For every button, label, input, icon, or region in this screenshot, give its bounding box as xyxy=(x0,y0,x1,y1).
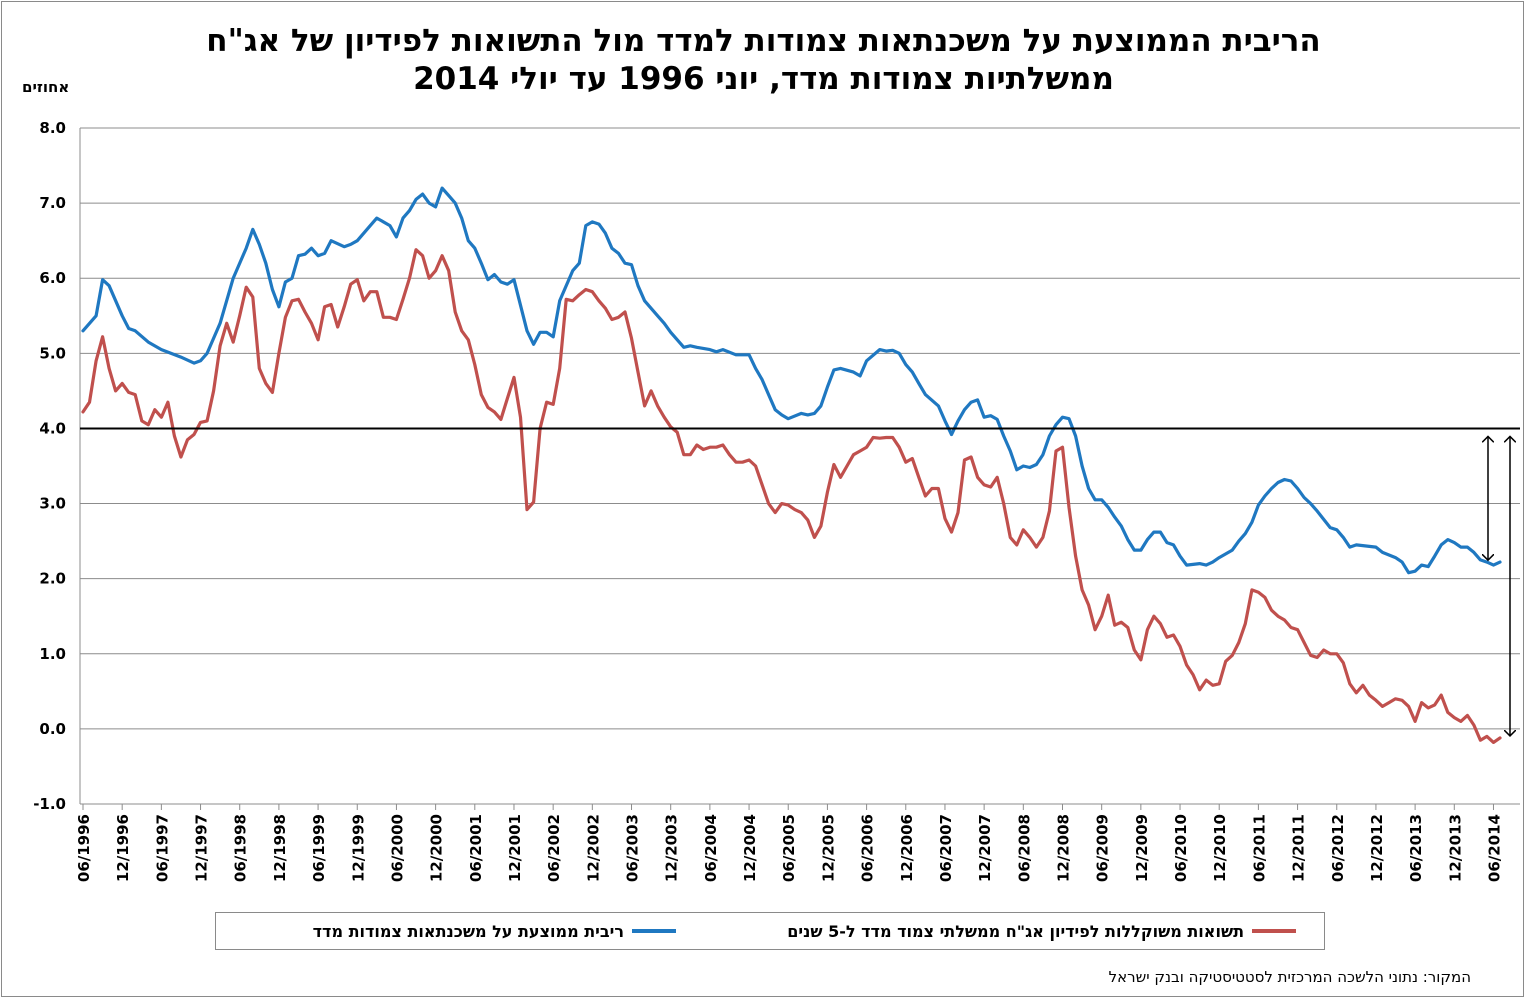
legend-label-red-series: תשואות משוקללות לפידיון אג"ח ממשלתי צמוד… xyxy=(787,921,1244,941)
legend-label-blue-series: ריבית ממוצעת על משכנתאות צמודות מדד xyxy=(312,921,624,941)
x-tick-label-26: 06/2009 xyxy=(1094,814,1112,882)
y-tick-label-8: 0.0 xyxy=(39,720,66,738)
series-line-mortgage-rate xyxy=(81,186,1502,575)
x-tick-label-5: 12/1998 xyxy=(271,814,289,882)
chart-title-line-1: הריבית הממוצעת על משכנתאות צמודות למדד מ… xyxy=(206,23,1321,59)
chart-title-line-2: ממשלתיות צמודות מדד, יוני 1996 עד יולי 2… xyxy=(413,61,1114,97)
x-tick-label-35: 12/2013 xyxy=(1446,814,1464,882)
x-tick-label-21: 12/2006 xyxy=(898,814,916,882)
x-tick-label-8: 06/2000 xyxy=(388,814,406,882)
x-tick-label-15: 12/2003 xyxy=(663,814,681,882)
y-tick-label-2: 6.0 xyxy=(39,269,66,287)
y-tick-label-0: 8.0 xyxy=(39,119,66,137)
x-tick-label-24: 06/2008 xyxy=(1015,814,1033,882)
x-tick-label-10: 06/2001 xyxy=(467,814,485,882)
y-tick-label-1: 7.0 xyxy=(39,194,66,212)
x-tick-label-32: 06/2012 xyxy=(1329,814,1347,882)
y-tick-label-4: 4.0 xyxy=(39,419,66,437)
y-tick-label-5: 3.0 xyxy=(39,495,66,513)
x-tick-label-13: 12/2002 xyxy=(584,814,602,882)
y-axis-unit-label: אחוזים xyxy=(22,78,70,96)
x-tick-label-18: 06/2005 xyxy=(780,814,798,882)
y-tick-label-6: 2.0 xyxy=(39,570,66,588)
x-tick-label-9: 12/2000 xyxy=(428,814,446,882)
x-tick-label-2: 06/1997 xyxy=(153,814,171,882)
legend-item-red-series: תשואות משוקללות לפידיון אג"ח ממשלתי צמוד… xyxy=(787,913,1304,949)
x-tick-label-36: 06/2014 xyxy=(1485,814,1503,882)
x-tick-label-16: 06/2004 xyxy=(702,814,720,882)
legend-swatch-blue xyxy=(632,929,676,933)
x-tick-label-31: 12/2011 xyxy=(1290,814,1308,882)
x-tick-label-4: 06/1998 xyxy=(232,814,250,882)
x-tick-label-25: 12/2008 xyxy=(1054,814,1072,882)
x-tick-label-7: 12/1999 xyxy=(349,814,367,882)
x-tick-label-19: 12/2005 xyxy=(819,814,837,882)
legend: תשואות משוקללות לפידיון אג"ח ממשלתי צמוד… xyxy=(215,912,1325,950)
series-line-bond-yield xyxy=(81,248,1502,744)
x-tick-label-20: 06/2006 xyxy=(859,814,877,882)
x-tick-label-33: 12/2012 xyxy=(1368,814,1386,882)
x-tick-label-6: 06/1999 xyxy=(310,814,328,882)
x-tick-label-22: 06/2007 xyxy=(937,814,955,882)
legend-item-blue-series: ריבית ממוצעת על משכנתאות צמודות מדד xyxy=(313,913,684,949)
x-tick-label-23: 12/2007 xyxy=(976,814,994,882)
source-note: המקור: נתוני הלשכה המרכזית לסטטיסטיקה וב… xyxy=(1108,968,1471,986)
x-tick-label-0: 06/1996 xyxy=(75,814,93,882)
x-tick-label-1: 12/1996 xyxy=(114,814,132,882)
y-tick-label-3: 5.0 xyxy=(39,344,66,362)
x-tick-label-29: 12/2010 xyxy=(1211,814,1229,882)
x-tick-label-14: 06/2003 xyxy=(624,814,642,882)
x-tick-label-28: 06/2010 xyxy=(1172,814,1190,882)
x-tick-label-27: 12/2009 xyxy=(1133,814,1151,882)
legend-swatch-red xyxy=(1252,929,1296,933)
x-tick-label-30: 06/2011 xyxy=(1250,814,1268,882)
x-tick-label-11: 12/2001 xyxy=(506,814,524,882)
x-tick-label-34: 06/2013 xyxy=(1407,814,1425,882)
y-tick-label-7: 1.0 xyxy=(39,645,66,663)
x-tick-label-3: 12/1997 xyxy=(193,814,211,882)
y-tick-label-9: -1.0 xyxy=(33,795,66,813)
x-tick-label-17: 12/2004 xyxy=(741,814,759,882)
chart-title: הריבית הממוצעת על משכנתאות צמודות למדד מ… xyxy=(0,22,1527,98)
x-tick-label-12: 06/2002 xyxy=(545,814,563,882)
